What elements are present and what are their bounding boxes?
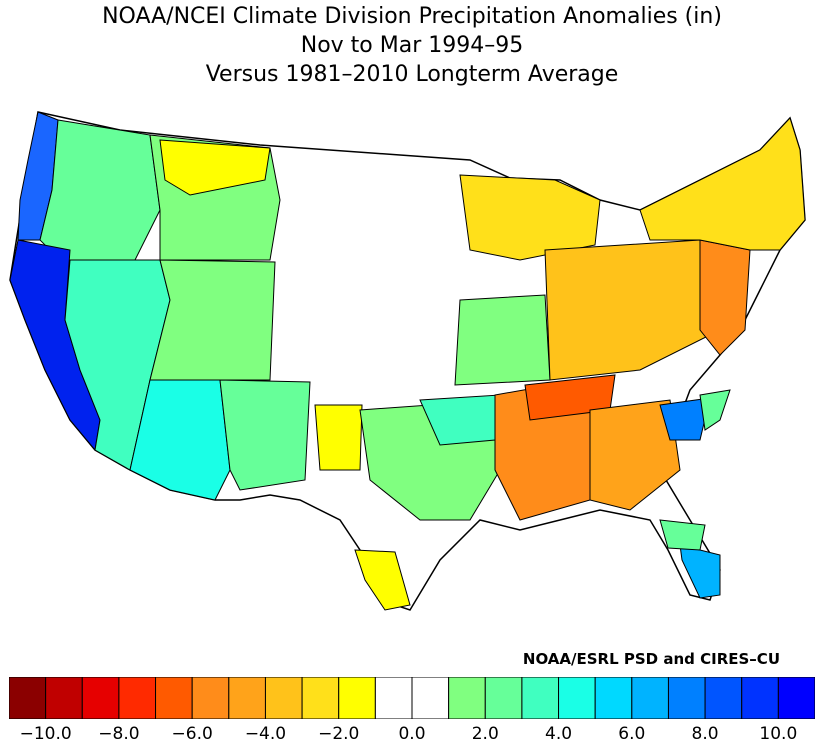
colorbar-tick-label: −8.0 (98, 724, 140, 744)
colorbar-swatch (9, 677, 47, 719)
region-florida (679, 544, 721, 599)
region-carolinas (659, 397, 711, 441)
colorbar-tick-label: −6.0 (171, 724, 213, 744)
colorbar-swatch (521, 677, 560, 719)
colorbar-swatch (301, 677, 340, 719)
region-missouri (454, 294, 551, 386)
region-north-florida (659, 519, 706, 551)
colorbar-swatch (448, 677, 486, 719)
colorbar-swatch (374, 677, 413, 719)
colorbar-swatch (777, 677, 815, 719)
colorbar-swatch (631, 677, 669, 719)
region-west-texas (314, 404, 363, 471)
region-montana-north (159, 139, 271, 196)
precipitation-anomaly-map (9, 111, 806, 611)
colorbar-swatch (484, 677, 523, 719)
title-line-3: Versus 1981–2010 Longterm Average (205, 62, 619, 87)
colorbar-tick-label: 2.0 (471, 724, 499, 744)
colorbar-swatch (118, 677, 157, 719)
colorbar-tick-label: 8.0 (691, 724, 719, 744)
colorbar-swatch (264, 677, 303, 719)
colorbar-tick-label: −10.0 (19, 724, 72, 744)
colorbar-tick-label: −2.0 (318, 724, 360, 744)
colorbar-swatch (667, 677, 706, 719)
colorbar-swatch (704, 677, 743, 719)
region-upper-midwest (459, 174, 601, 261)
credit-text: NOAA/ESRL PSD and CIRES–CU (522, 650, 780, 668)
colorbar-swatch (191, 677, 230, 719)
colorbar-tick-label: 10.0 (759, 724, 798, 744)
colorbar-swatch (338, 677, 376, 719)
colorbar-swatch (741, 677, 779, 719)
colorbar (9, 677, 815, 719)
colorbar-tick-label: 6.0 (618, 724, 646, 744)
colorbar-swatch (155, 677, 193, 719)
title-line-1: NOAA/NCEI Climate Division Precipitation… (102, 4, 722, 29)
colorbar-swatch (558, 677, 596, 719)
colorbar-tick-label: −4.0 (244, 724, 287, 744)
region-south-texas (354, 549, 411, 611)
region-northeast (639, 117, 806, 251)
colorbar-swatch (228, 677, 266, 719)
region-ohio-valley (544, 239, 721, 381)
region-new-mexico (219, 379, 311, 491)
title-line-2: Nov to Mar 1994–95 (300, 33, 524, 58)
region-georgia (699, 389, 731, 431)
colorbar-swatch (81, 677, 120, 719)
region-colorado-plateau (149, 259, 276, 381)
colorbar-tick-label: 4.0 (545, 724, 573, 744)
map-title: NOAA/NCEI Climate Division Precipitation… (0, 2, 824, 89)
colorbar-swatch (594, 677, 633, 719)
region-mid-atlantic (699, 239, 751, 356)
region-southeast (589, 399, 681, 511)
colorbar-tick-label: 0.0 (398, 724, 426, 744)
colorbar-swatch (45, 677, 83, 719)
colorbar-swatch (411, 677, 450, 719)
